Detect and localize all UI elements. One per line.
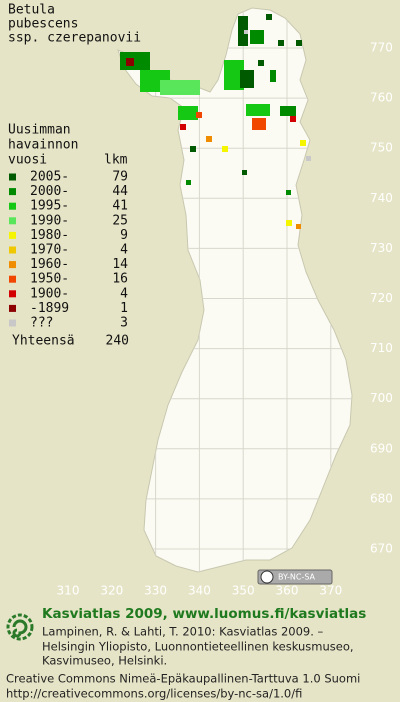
legend-swatch [9, 275, 16, 283]
legend-label: 1960- [30, 257, 69, 272]
footer-citation: Helsingin Yliopisto, Luonnontieteellinen… [42, 640, 354, 654]
legend-swatch [9, 231, 16, 239]
grid-y-label: 690 [370, 441, 393, 455]
cc-badge-text: BY-NC-SA [278, 573, 316, 582]
legend-label: -1899 [30, 301, 69, 316]
grid-y-label: 680 [370, 491, 393, 505]
legend-swatch [9, 304, 16, 312]
legend-count-header: lkm [104, 153, 128, 168]
grid-y-label: 700 [370, 391, 393, 405]
legend-label: ??? [30, 316, 53, 331]
legend-label: 1970- [30, 243, 69, 258]
footer-citation: Kasvimuseo, Helsinki. [42, 654, 167, 668]
grid-y-label: 710 [370, 341, 393, 355]
legend-swatch [9, 290, 16, 298]
grid-x-label: 360 [276, 584, 299, 598]
legend-label: 1950- [30, 272, 69, 287]
legend-label: 1900- [30, 286, 69, 301]
grid-y-label: 730 [370, 241, 393, 255]
legend-swatch [9, 261, 16, 269]
legend-swatch [9, 202, 16, 210]
finland-outline [117, 7, 353, 573]
legend-count: 1 [120, 301, 128, 316]
title-line: Betula [8, 3, 55, 18]
grid-x-label: 340 [188, 584, 211, 598]
legend-count: 25 [112, 213, 128, 228]
title-line: pubescens [8, 17, 78, 32]
legend-swatch [9, 246, 16, 254]
observations [120, 14, 311, 229]
grid-x-label: 350 [232, 584, 255, 598]
grid-y-label: 750 [370, 141, 393, 155]
legend-swatch [9, 319, 16, 327]
grid-y-label: 720 [370, 291, 393, 305]
legend-count: 3 [120, 316, 128, 331]
grid-y-label: 740 [370, 191, 393, 205]
grid-y-label: 760 [370, 91, 393, 105]
legend-count: 14 [112, 257, 128, 272]
title-line: ssp. czerepanovii [8, 31, 141, 46]
legend-total: 240 [106, 334, 129, 349]
grid-y-label: 770 [370, 41, 393, 55]
legend-total-label: Yhteensä [12, 334, 75, 349]
footer-citation: Lampinen, R. & Lahti, T. 2010: Kasviatla… [42, 625, 324, 639]
footer-license: http://creativecommons.org/licenses/by-n… [6, 687, 302, 701]
legend-label: 1990- [30, 213, 69, 228]
grid-x-label: 310 [57, 584, 80, 598]
legend-swatch [9, 217, 16, 225]
grid-x-label: 320 [100, 584, 123, 598]
grid-y-label: 670 [370, 542, 393, 556]
legend-heading: Uusimman [8, 123, 71, 138]
legend-swatch [9, 188, 16, 196]
grid-x-label: 330 [144, 584, 167, 598]
legend-label: 2005- [30, 170, 69, 185]
legend-heading: havainnon [8, 138, 78, 153]
footer-license: Creative Commons Nimeä-Epäkaupallinen-Ta… [6, 672, 360, 686]
legend-heading: vuosi [8, 153, 47, 168]
legend-count: 4 [120, 243, 128, 258]
legend-count: 4 [120, 286, 128, 301]
logo [6, 613, 34, 641]
legend-count: 9 [120, 228, 128, 243]
legend-count: 79 [112, 170, 128, 185]
legend-count: 16 [112, 272, 128, 287]
cc-badge: BY-NC-SA [257, 569, 333, 585]
legend-label: 1980- [30, 228, 69, 243]
legend-label: 2000- [30, 184, 69, 199]
legend-swatch [9, 173, 16, 181]
legend-count: 41 [112, 199, 128, 214]
legend-count: 44 [112, 184, 128, 199]
legend-label: 1995- [30, 199, 69, 214]
grid-x-label: 370 [319, 584, 342, 598]
footer-brand: Kasviatlas 2009, www.luomus.fi/kasviatla… [42, 606, 366, 622]
